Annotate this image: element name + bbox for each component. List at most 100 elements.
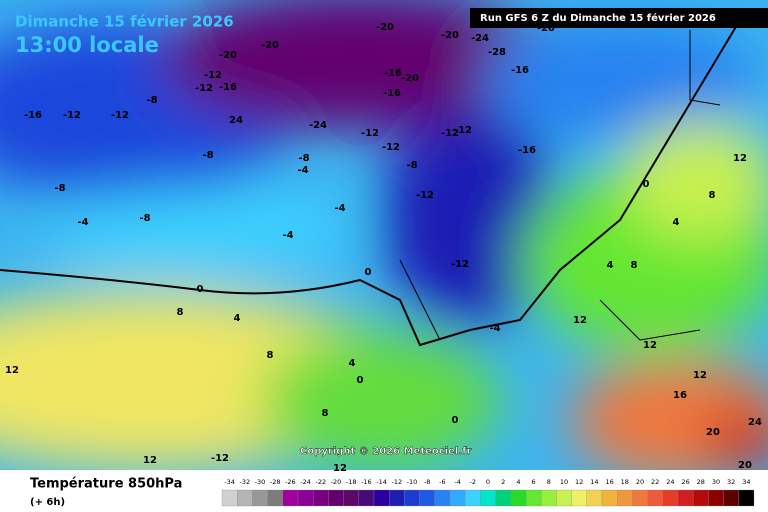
legend-tick-label: -6 (439, 478, 445, 486)
legend-swatch (221, 489, 238, 507)
legend-tick-label: 18 (621, 478, 629, 486)
legend-tick-label: 8 (547, 478, 551, 486)
contour-label: -12 (382, 142, 400, 153)
legend-tick-label: -30 (255, 478, 266, 486)
legend-swatch (571, 489, 587, 507)
contour-label: -8 (202, 150, 213, 161)
legend-swatch (434, 489, 451, 507)
contour-label: -12 (111, 110, 129, 121)
contour-label: -12 (454, 125, 472, 136)
legend-tick-label: -2 (470, 478, 476, 486)
map-date: Dimanche 15 février 2026 (15, 13, 234, 31)
legend-swatch (495, 489, 511, 507)
legend-swatch (677, 489, 694, 507)
contour-label: -8 (298, 153, 309, 164)
contour-label: 12 (333, 463, 347, 474)
contour-label: -4 (282, 230, 293, 241)
run-info: Run GFS 6 Z du Dimanche 15 février 2026 (480, 12, 716, 24)
legend-swatch (480, 489, 496, 507)
contour-label: 24 (229, 115, 243, 126)
contour-label: -16 (511, 65, 529, 76)
legend-tick-label: 24 (666, 478, 674, 486)
contour-label: -12 (416, 190, 434, 201)
contour-label: 4 (234, 313, 241, 324)
legend-tick-label: 14 (590, 478, 598, 486)
legend-swatch (389, 489, 405, 507)
contour-label: -16 (219, 82, 237, 93)
contour-label: -8 (139, 213, 150, 224)
legend-tick-label: 10 (560, 478, 568, 486)
legend-tick-label: 20 (636, 478, 644, 486)
legend-swatch (358, 489, 375, 507)
legend-swatch (373, 489, 390, 507)
contour-label: -4 (489, 323, 500, 334)
contour-label: -16 (24, 110, 42, 121)
legend-swatch (404, 489, 420, 507)
legend-tick-label: -16 (361, 478, 372, 486)
legend-swatch (601, 489, 618, 507)
contour-label: -20 (401, 73, 419, 84)
legend-swatch (738, 489, 755, 507)
contour-label: 0 (197, 284, 204, 295)
contour-label: 8 (322, 408, 329, 419)
legend-swatch (419, 489, 435, 507)
legend-tick-label: 28 (697, 478, 705, 486)
contour-label: -8 (54, 183, 65, 194)
contour-label: -12 (195, 83, 213, 94)
contour-label: -16 (383, 88, 401, 99)
legend-tick-label: -10 (407, 478, 418, 486)
legend-tick-label: 2 (501, 478, 505, 486)
legend-swatch (252, 489, 268, 507)
contour-label: -4 (77, 217, 88, 228)
legend-swatch (282, 489, 299, 507)
contour-label: 16 (673, 390, 687, 401)
contour-label: -20 (376, 22, 394, 33)
legend-tick-label: 32 (727, 478, 735, 486)
contour-label: -16 (384, 68, 402, 79)
contour-label: 8 (631, 260, 638, 271)
contour-label: 4 (673, 217, 680, 228)
contour-label: -8 (146, 95, 157, 106)
contour-label: 12 (573, 315, 587, 326)
contour-label: -24 (471, 33, 489, 44)
contour-label: 0 (643, 179, 650, 190)
legend-swatch (313, 489, 329, 507)
legend-swatch (541, 489, 557, 507)
contour-label: 12 (5, 365, 19, 376)
contour-label: 4 (349, 358, 356, 369)
legend-tick-label: 16 (605, 478, 613, 486)
map-time: 13:00 locale (15, 33, 159, 57)
contour-label: 12 (693, 370, 707, 381)
legend-swatch (297, 489, 314, 507)
contour-label: -12 (211, 453, 229, 464)
contour-label: -12 (451, 259, 469, 270)
contour-label: -20 (219, 50, 237, 61)
legend-tick-label: 30 (712, 478, 720, 486)
legend-swatch (693, 489, 709, 507)
color-legend: -34 -32 -30 -28 -26 -24 -22 -20 -18 -16 -14 -12 -10-… (221, 478, 755, 507)
contour-label: -12 (361, 128, 379, 139)
contour-label: -20 (441, 30, 459, 41)
legend-swatch (237, 489, 253, 507)
contour-label: 20 (738, 460, 752, 471)
contour-label: -20 (537, 23, 555, 34)
legend-swatch (617, 489, 633, 507)
legend-swatch (465, 489, 481, 507)
legend-tick-label: -8 (424, 478, 430, 486)
legend-tick-label: 4 (516, 478, 520, 486)
legend-swatch (267, 489, 283, 507)
legend-swatch (556, 489, 572, 507)
legend-swatch (662, 489, 679, 507)
contour-label: -12 (204, 70, 222, 81)
run-box (470, 8, 768, 28)
map-background (0, 0, 768, 480)
contour-label: 12 (643, 340, 657, 351)
contour-label: -4 (334, 203, 345, 214)
contour-label: -24 (309, 120, 327, 131)
contour-label: 24 (748, 417, 762, 428)
contour-label: -12 (63, 110, 81, 121)
contour-label: -16 (518, 145, 536, 156)
legend-swatch (510, 489, 527, 507)
legend-swatch (449, 489, 466, 507)
